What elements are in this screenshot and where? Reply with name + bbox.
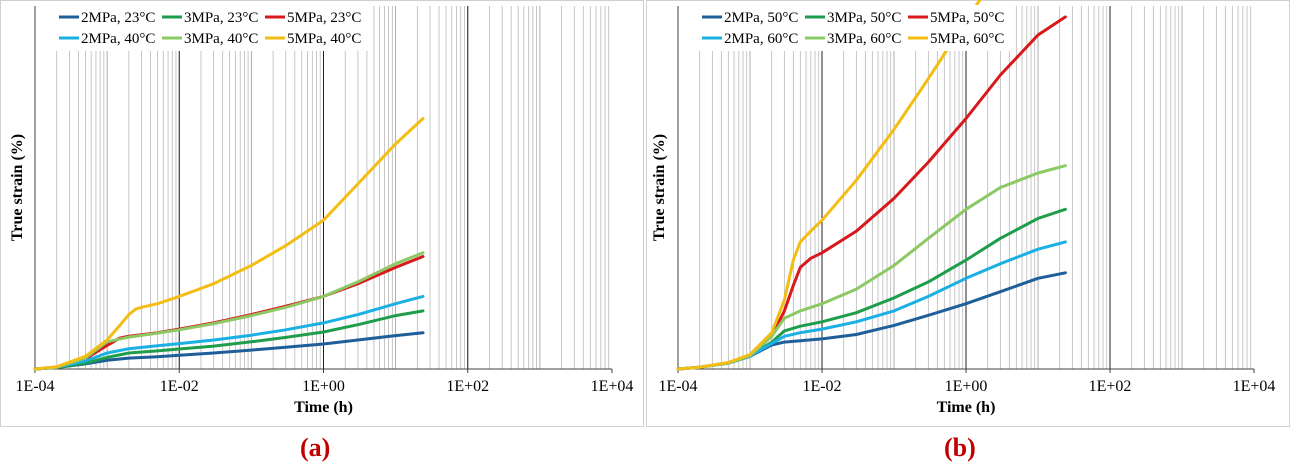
legend-entry: 5MPa, 50°C xyxy=(930,10,1004,26)
x-axis-label: Time (h) xyxy=(294,399,353,416)
legend-entry: 3MPa, 60°C xyxy=(827,31,901,47)
panel-label-a: (a) xyxy=(300,433,331,462)
chart-frame xyxy=(0,0,644,427)
panel-label-b: (b) xyxy=(944,433,976,462)
legend-entry: 3MPa, 40°C xyxy=(184,31,258,47)
legend-entry: 5MPa, 60°C xyxy=(930,31,1004,47)
x-tick-label: 1E+04 xyxy=(591,378,634,395)
series-line-4 xyxy=(33,294,425,371)
x-tick-label: 1E+00 xyxy=(945,378,988,395)
x-tick-label: 1E-04 xyxy=(658,378,697,395)
series-line-2 xyxy=(33,309,425,371)
legend-entry: 2MPa, 40°C xyxy=(81,31,155,47)
legend-box xyxy=(698,5,1015,51)
x-tick-label: 1E-04 xyxy=(15,378,54,395)
legend-entry: 2MPa, 60°C xyxy=(724,31,798,47)
legend-entry: 3MPa, 23°C xyxy=(184,10,258,26)
series-line-5 xyxy=(676,164,1067,371)
x-tick-label: 1E+04 xyxy=(1233,378,1276,395)
legend-entry: 5MPa, 40°C xyxy=(287,31,361,47)
x-tick-label: 1E-02 xyxy=(160,378,199,395)
legend-box xyxy=(55,5,372,51)
legend-entry: 2MPa, 23°C xyxy=(81,10,155,26)
series-line-1 xyxy=(676,271,1067,371)
y-axis-label: True strain (%) xyxy=(9,134,26,241)
legend-entry: 5MPa, 23°C xyxy=(287,10,361,26)
legend-entry: 3MPa, 50°C xyxy=(827,10,901,26)
series-line-6 xyxy=(33,117,425,371)
x-tick-label: 1E+02 xyxy=(446,378,489,395)
x-tick-label: 1E-02 xyxy=(802,378,841,395)
x-tick-label: 1E+00 xyxy=(302,378,345,395)
x-tick-label: 1E+02 xyxy=(1089,378,1132,395)
chart-panel-b: 1E-04 1E-02 1E+00 1E+02 1E+04 Time (h) True st… xyxy=(646,0,1290,427)
legend-entry: 2MPa, 50°C xyxy=(724,10,798,26)
chart-panel-a: 1E-04 1E-02 1E+00 1E+02 1E+04 Time (h) True st… xyxy=(0,0,644,427)
chart-frame xyxy=(646,0,1290,427)
series-line-6 xyxy=(676,0,982,371)
x-axis-label: Time (h) xyxy=(937,399,996,416)
y-axis-label: True strain (%) xyxy=(651,134,668,241)
